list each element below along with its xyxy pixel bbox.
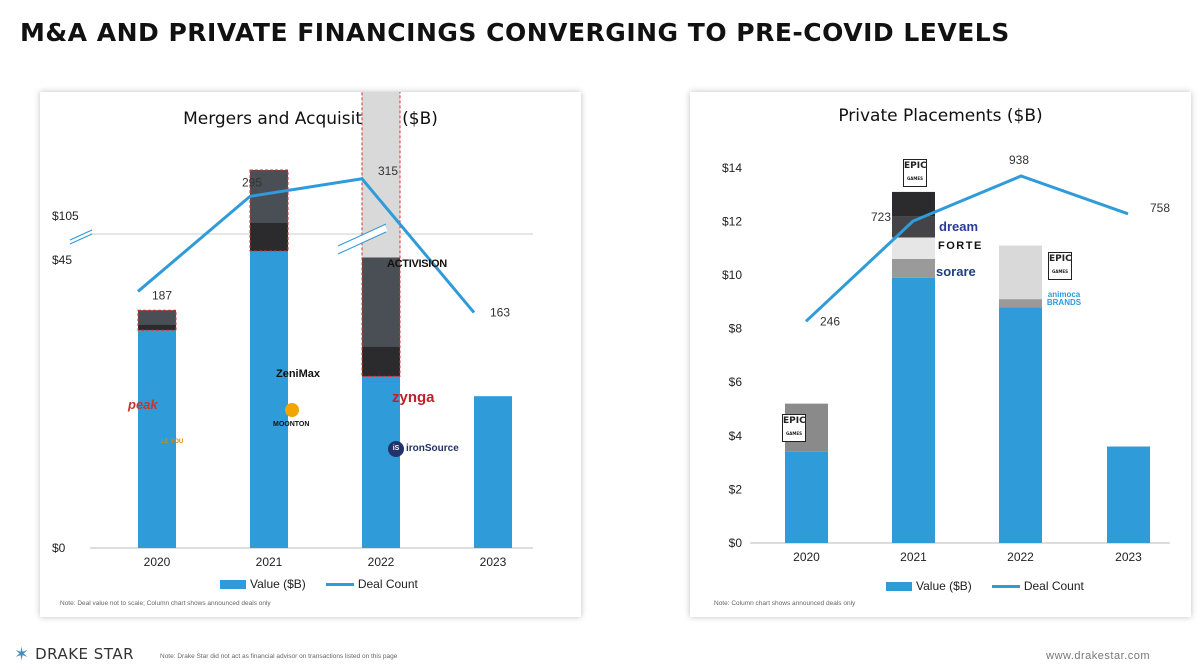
ma-legend-value: Value ($B) [250,577,306,591]
legend-deal-swatch [325,582,354,586]
ma-x-tick-label: 2023 [480,555,507,569]
ma-deal-outline [249,169,289,252]
drake-star-logo: ✶ DRAKE STAR [14,645,134,663]
pp-value-bar [785,451,828,543]
pp-deal-segment [892,191,935,217]
legend-deal-swatch [991,584,1020,588]
ma-x-tick-label: 2021 [256,555,283,569]
legend-value-swatch [886,581,912,591]
epic-games-logo-2022: EPIC GAMES [1048,252,1072,280]
pp-deal-count-label: 758 [1150,201,1170,215]
ma-deal-segment [362,346,400,377]
ma-bar-break [336,225,388,253]
zynga-logo: zynga [392,389,435,406]
ma-chart-panel: Mergers and Acquisitions ($B) $0 $45 $105 2… [40,92,581,617]
ma-deal-outline [361,92,401,377]
pp-legend-value: Value ($B) [916,579,972,593]
ma-deal-count-label: 315 [378,164,398,178]
pp-deal-count-line [804,174,1129,323]
pp-y-tick-label: $10 [722,268,742,282]
pp-x-tick-label: 2021 [900,550,927,564]
pp-value-bar [892,277,935,543]
pp-deal-count-label: 723 [871,210,891,224]
epic-games-logo-2021: EPIC GAMES [903,159,927,187]
ma-deal-count-line [137,177,476,314]
pp-y-tick-label: $2 [729,482,743,496]
footer-note: Note: Drake Star did not act as financia… [160,653,398,660]
pp-y-tick-label: $8 [729,322,743,336]
pp-chart-panel: Private Placements ($B) $0 $2 $4 $6 $8 $10 $12… [690,92,1191,617]
pp-value-bar [999,307,1042,543]
pp-deal-segment [999,245,1042,300]
ma-bar-break-mark [337,223,387,247]
epic-games-logo-2020: EPIC GAMES [782,414,806,442]
page-title: M&A AND PRIVATE FINANCINGS CONVERGING TO… [20,18,1010,47]
pp-x-tick-label: 2020 [793,550,820,564]
ma-value-bar [474,396,512,548]
pp-deal-count-label: 246 [820,314,840,328]
ma-axis-break-mark [69,229,93,241]
ma-deal-segment [138,324,176,331]
ma-legend: Value ($B) Deal Count [220,577,432,591]
pp-legend: Value ($B) Deal Count [886,579,1098,593]
pp-deal-segment [892,237,935,259]
ma-value-bar [138,330,176,548]
ma-value-bar [362,376,400,548]
ma-deal-segment [250,223,288,251]
ma-value-bar [250,251,288,548]
legend-value-swatch [220,579,246,589]
moonton-logo: MOONTON [273,421,310,428]
pp-y-tick-label: $4 [729,429,743,443]
pp-y-tick-label: $6 [729,375,743,389]
pp-y-tick-label: $12 [722,214,742,228]
brand-name: DRAKE STAR [35,645,135,663]
pp-deal-count-label: 938 [1009,153,1029,167]
ma-note: Note: Deal value not to scale; Column ch… [60,600,271,607]
ma-bar-break-mark [337,231,387,255]
pp-deal-segment [999,299,1042,308]
forte-logo: FORTE [938,240,983,252]
footer-url[interactable]: www.drakestar.com [1046,650,1150,662]
ma-chart-svg: $0 $45 $105 2020 2021 2022 2023 187 295 315 163 [52,92,533,569]
ma-axis-break-mark [69,233,93,245]
pp-y-tick-label: $0 [729,536,743,550]
ma-deal-segment [138,310,176,325]
pp-y-tick-label: $14 [722,161,742,175]
ma-x-tick-label: 2020 [144,555,171,569]
ma-deal-segment [362,257,400,347]
pp-legend-deal: Deal Count [1023,579,1084,593]
ironsource-icon: iS [388,441,404,457]
le-you-logo: LE YOU [161,439,184,445]
peak-logo: peak [128,397,158,412]
ma-y-tick-label: $0 [52,541,66,555]
moonton-icon [285,403,299,417]
sorare-logo: sorare [936,264,976,279]
ma-legend-deal: Deal Count [357,577,418,591]
dream-logo: dream [939,219,979,234]
pp-x-tick-label: 2022 [1007,550,1034,564]
pp-value-bar [1107,446,1150,543]
pp-deal-segment [892,258,935,278]
ma-x-tick-label: 2022 [368,555,395,569]
ma-y-tick-label: $105 [52,209,79,223]
star-icon: ✶ [14,644,30,664]
ironsource-logo: ironSource [406,443,459,454]
ma-y-tick-label: $45 [52,253,72,267]
activision-logo: ACTIVISION [387,258,447,270]
zenimax-logo: ZeniMax [276,368,321,380]
ma-deal-count-label: 163 [490,306,510,320]
pp-note: Note: Column chart shows announced deals… [714,600,856,607]
pp-chart-svg: $0 $2 $4 $6 $8 $10 $12 $14 2020 2021 2022 2023 246 72… [722,153,1170,564]
pp-x-tick-label: 2023 [1115,550,1142,564]
ma-deal-count-label: 295 [242,175,262,189]
animoca-logo: animoca BRANDS [1046,290,1082,307]
pp-chart-title: Private Placements ($B) [838,106,1043,126]
ma-deal-count-label: 187 [152,288,172,302]
